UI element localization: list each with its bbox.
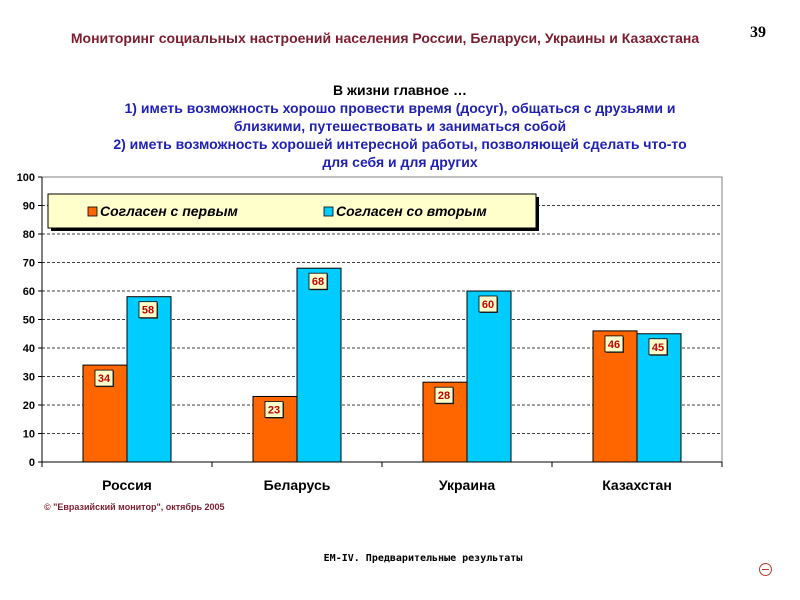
y-tick-label: 90	[23, 201, 35, 213]
y-tick-label: 60	[23, 286, 35, 298]
bar-series-2	[466, 290, 512, 463]
chart-title-line-2: 1) иметь возможность хорошо провести вре…	[124, 100, 676, 116]
y-tick-label: 100	[17, 172, 35, 184]
legend-swatch-2	[323, 206, 334, 217]
legend-label-2: Согласен со вторым	[336, 203, 487, 219]
legend-label-1: Согласен с первым	[100, 203, 239, 219]
page-number: 39	[750, 24, 766, 41]
bar-series-2	[126, 296, 172, 463]
y-tick-label: 20	[23, 400, 35, 412]
x-category-label: Украина	[439, 477, 496, 493]
y-tick-label: 80	[23, 229, 35, 241]
data-label: 68	[312, 276, 324, 288]
legend-swatch-1	[87, 206, 98, 217]
data-label-box	[94, 369, 114, 387]
data-label: 28	[438, 390, 450, 402]
data-label: 60	[482, 299, 494, 311]
bar-series-2	[296, 267, 342, 463]
data-label: 58	[142, 305, 154, 317]
chart-title: В жизни главное … 1) иметь возможность х…	[0, 81, 800, 171]
y-tick-label: 30	[23, 372, 35, 384]
x-category-label: Россия	[102, 477, 152, 493]
y-tick-label: 70	[23, 258, 35, 270]
data-label-box	[648, 338, 668, 356]
y-tick-label: 10	[23, 429, 35, 441]
x-category-label: Казахстан	[602, 477, 672, 493]
y-tick-label: 0	[29, 457, 35, 469]
legend	[47, 193, 537, 229]
header-title: Мониторинг социальных настроений населен…	[70, 30, 700, 46]
data-label-box	[604, 335, 624, 353]
minus-circle-icon[interactable]	[759, 563, 772, 576]
y-tick-label: 50	[23, 315, 35, 327]
footer-text: EM-IV. Предварительные результаты	[323, 553, 523, 564]
data-label-box	[434, 386, 454, 404]
data-label-box	[308, 272, 328, 290]
source-note: © "Евразийский монитор", октябрь 2005	[44, 502, 225, 512]
chart-title-line-3: близкими, путешествовать и заниматься со…	[233, 118, 567, 134]
data-label-box	[138, 301, 158, 319]
data-label: 45	[652, 342, 664, 354]
chart-title-line-5: для себя и для других	[322, 154, 478, 170]
x-category-label: Беларусь	[264, 477, 331, 493]
data-label: 23	[268, 404, 280, 416]
chart-title-line-1: В жизни главное …	[333, 82, 467, 98]
data-label-box	[264, 401, 284, 418]
data-label-box	[478, 295, 498, 313]
chart-title-line-4: 2) иметь возможность хорошей интересной …	[113, 136, 687, 152]
data-label: 34	[98, 373, 111, 385]
y-tick-label: 40	[23, 343, 35, 355]
data-label: 46	[608, 339, 620, 351]
